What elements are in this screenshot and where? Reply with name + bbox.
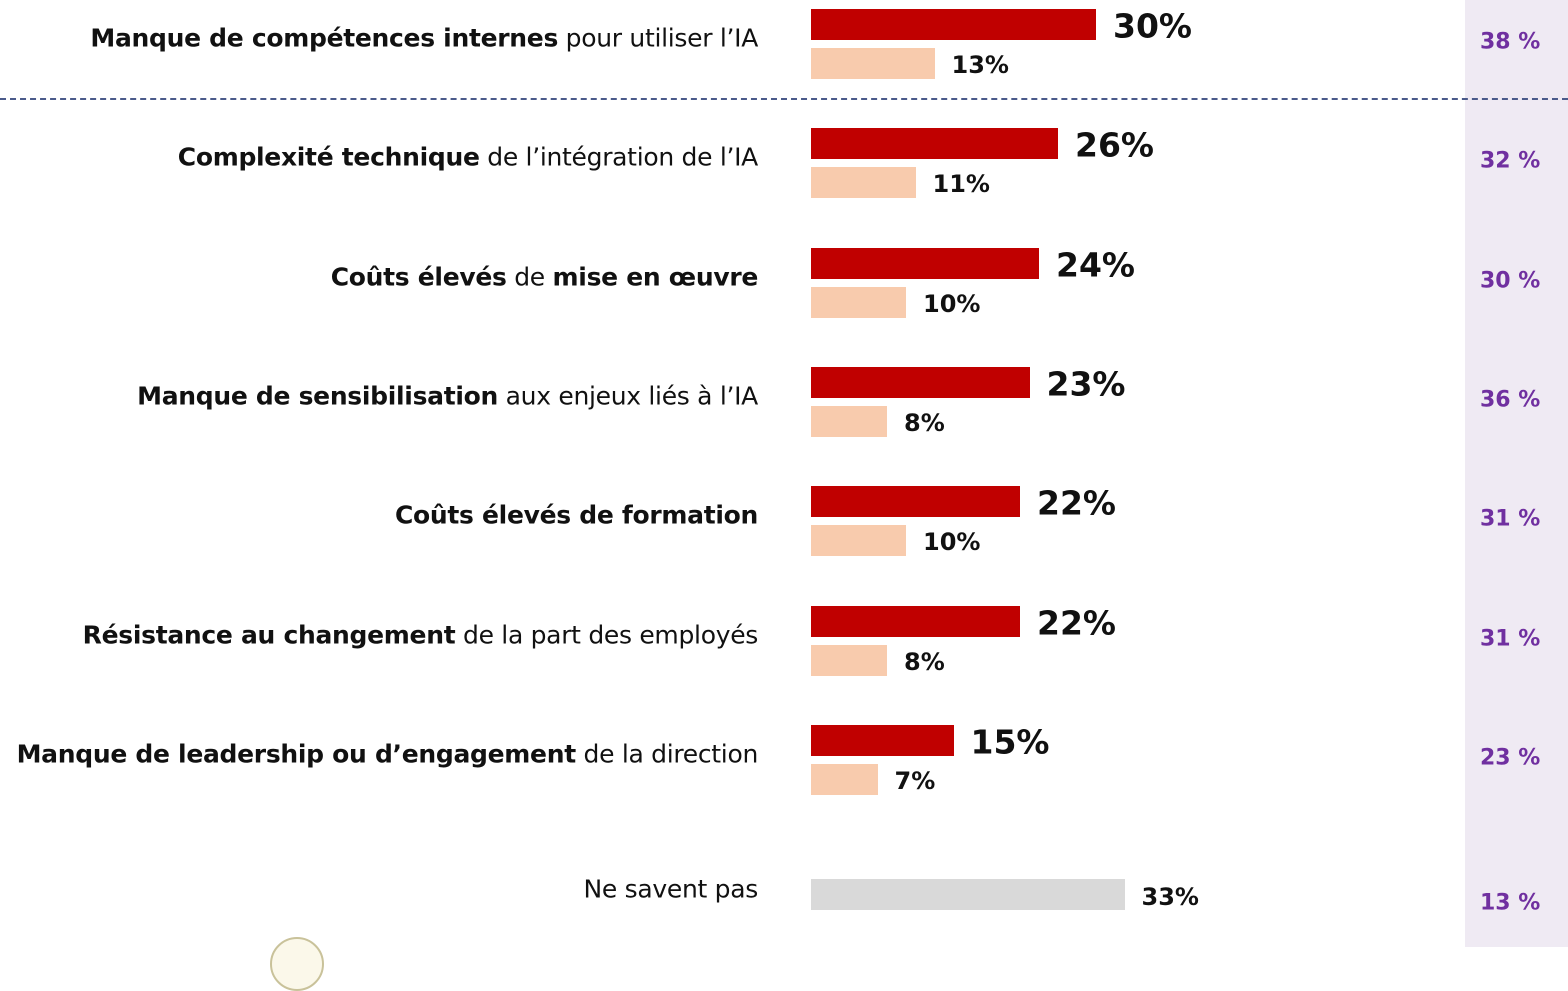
row-label-text: de la direction bbox=[575, 739, 759, 769]
side-value: 30 % bbox=[1480, 268, 1541, 294]
value-label-unknown: 33% bbox=[1141, 883, 1199, 911]
row-label-bold: Coûts élevés de formation bbox=[394, 500, 758, 530]
value-label-primary: 22% bbox=[1037, 603, 1116, 642]
bar-primary bbox=[811, 247, 1039, 279]
row-label-bold: Complexité technique bbox=[177, 142, 480, 172]
row-label: Coûts élevés de formation bbox=[395, 501, 758, 530]
row-label: Complexité technique de l’intégration de… bbox=[177, 142, 759, 172]
bar-secondary bbox=[811, 167, 916, 199]
row-label-text: aux enjeux liés à l’IA bbox=[498, 381, 759, 411]
bar-unknown bbox=[811, 879, 1125, 910]
value-label-secondary: 10% bbox=[923, 289, 981, 318]
bar-primary bbox=[811, 366, 1030, 398]
row-label: Manque de compétences internes pour util… bbox=[90, 24, 758, 53]
side-value: 32 % bbox=[1480, 148, 1541, 174]
side-value: 31 % bbox=[1480, 626, 1541, 651]
row-label-bold: Résistance au changement bbox=[82, 620, 456, 649]
value-label-secondary: 8% bbox=[904, 647, 945, 676]
side-value: 36 % bbox=[1480, 387, 1541, 413]
row-label-text: de bbox=[506, 262, 553, 292]
row-label-bold: mise en œuvre bbox=[552, 262, 759, 292]
value-label-primary: 26% bbox=[1075, 125, 1154, 165]
bar-secondary bbox=[811, 763, 878, 795]
bar-primary bbox=[811, 9, 1096, 40]
bar-primary bbox=[811, 128, 1058, 160]
side-value: 38 % bbox=[1480, 29, 1541, 55]
value-label-secondary: 10% bbox=[923, 528, 981, 557]
row-label: Coûts élevés de mise en œuvre bbox=[330, 262, 759, 292]
bar-secondary bbox=[811, 405, 887, 437]
value-label-primary: 23% bbox=[1046, 364, 1126, 404]
row-label: Manque de sensibilisation aux enjeux lié… bbox=[137, 381, 758, 410]
comparison-panel bbox=[1465, 0, 1568, 947]
divider-line bbox=[0, 98, 1568, 100]
bar-secondary bbox=[811, 525, 906, 557]
logo-circle bbox=[270, 937, 324, 991]
row-label-bold: Manque de sensibilisation bbox=[137, 381, 499, 411]
value-label-primary: 22% bbox=[1037, 483, 1116, 523]
value-label-primary: 24% bbox=[1056, 245, 1135, 285]
bar-secondary bbox=[811, 48, 935, 79]
row-label-bold: Manque de leadership ou d’engagement bbox=[16, 739, 577, 769]
row-label-bold: Coûts élevés bbox=[330, 262, 507, 292]
row-label-text: de l’intégration de l’IA bbox=[479, 142, 758, 172]
row-label-text: de la part des employés bbox=[455, 620, 758, 649]
row-label: Résistance au changement de la part des … bbox=[82, 620, 759, 649]
value-label-secondary: 7% bbox=[894, 766, 936, 795]
row-label-bold: Manque de compétences internes bbox=[90, 23, 559, 53]
bar-primary bbox=[811, 724, 954, 756]
value-label-secondary: 8% bbox=[904, 408, 945, 437]
value-label-secondary: 11% bbox=[932, 170, 990, 199]
bar-secondary bbox=[811, 286, 906, 318]
row-label: Manque de leadership ou d’engagement de … bbox=[16, 739, 759, 769]
row-label: Ne savent pas bbox=[583, 874, 759, 904]
value-label-secondary: 13% bbox=[951, 51, 1009, 79]
bar-primary bbox=[811, 486, 1020, 518]
side-value: 13 % bbox=[1480, 890, 1541, 916]
value-label-primary: 15% bbox=[970, 722, 1050, 762]
value-label-primary: 30% bbox=[1113, 6, 1192, 46]
row-label-text: pour utiliser l’IA bbox=[558, 23, 759, 53]
bar-primary bbox=[811, 605, 1020, 637]
bar-secondary bbox=[811, 644, 887, 676]
side-value: 31 % bbox=[1480, 506, 1541, 532]
side-value: 23 % bbox=[1480, 745, 1541, 771]
